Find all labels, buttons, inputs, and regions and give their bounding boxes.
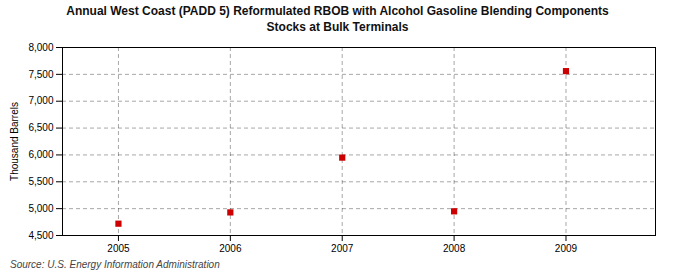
svg-text:Thousand Barrels: Thousand Barrels <box>9 102 20 181</box>
html-text:Annual West Coast (PADD 5) Ref: Annual West Coast (PADD 5) Reformulated … <box>66 4 609 34</box>
svg-text:8,000: 8,000 <box>28 42 53 53</box>
svg-text:7,000: 7,000 <box>28 96 53 107</box>
svg-text:5,500: 5,500 <box>28 176 53 187</box>
html-text:Source: U.S. Energy Informatio: Source: U.S. Energy Information Administ… <box>10 259 220 271</box>
svg-text:2008: 2008 <box>443 243 466 254</box>
svg-text:2005: 2005 <box>107 243 130 254</box>
svg-text:6,000: 6,000 <box>28 149 53 160</box>
svg-text:4,500: 4,500 <box>28 230 53 241</box>
svg-text:5,000: 5,000 <box>28 203 53 214</box>
svg-text:2007: 2007 <box>331 243 354 254</box>
svg-text:2009: 2009 <box>555 243 578 254</box>
svg-text:2006: 2006 <box>219 243 242 254</box>
svg-text:6,500: 6,500 <box>28 122 53 133</box>
svg-text:7,500: 7,500 <box>28 69 53 80</box>
